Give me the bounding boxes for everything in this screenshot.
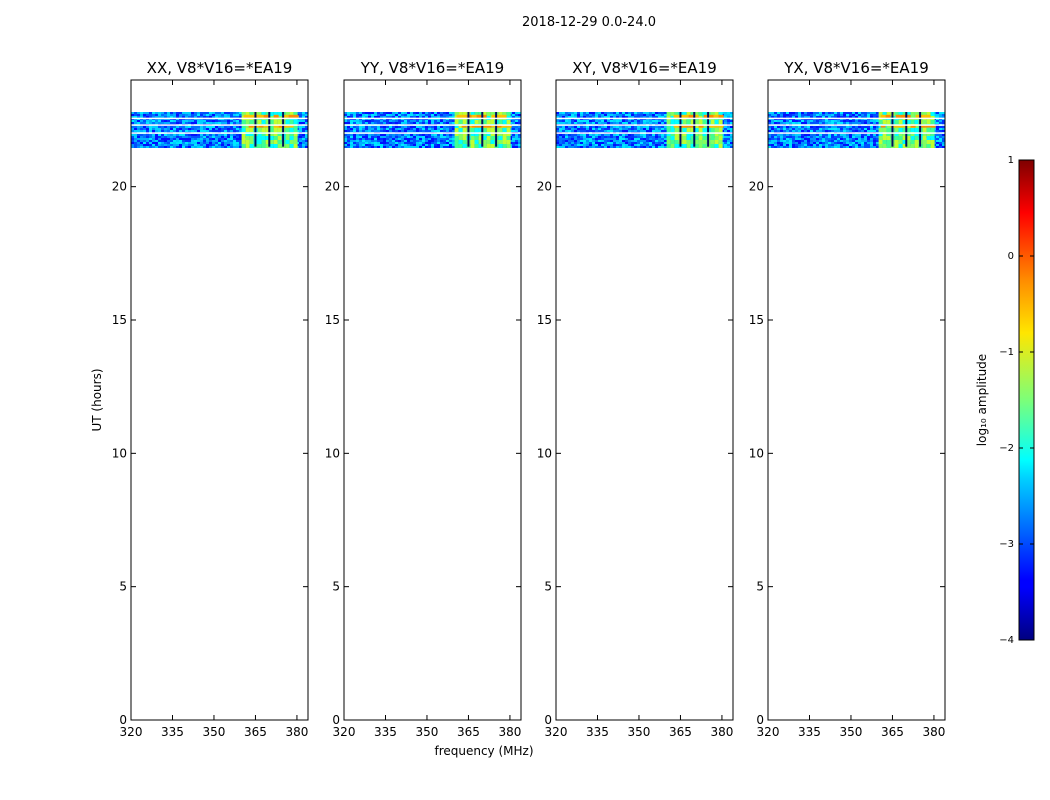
- y-tick-label: 10: [537, 446, 552, 460]
- x-tick-label: 335: [161, 725, 184, 739]
- panel-yx: YX, V8*V16=*EA19 320 335 350 365 380 0 5 10 15 20: [749, 59, 946, 739]
- panel-title: YY, V8*V16=*EA19: [360, 59, 504, 77]
- panel-frame: [767, 79, 946, 721]
- x-tick-label: 380: [498, 725, 521, 739]
- panel-frame: [130, 79, 309, 721]
- x-tick-label: 350: [203, 725, 226, 739]
- colorbar-ticks: 1 0 −1 −2 −3 −4: [999, 155, 1034, 646]
- colorbar-label: log₁₀ amplitude: [975, 354, 989, 446]
- colorbar: 1 0 −1 −2 −3 −4 log₁₀ amplitude: [975, 155, 1035, 646]
- y-tick-label: 15: [749, 313, 764, 327]
- heatmap-xx: [131, 112, 308, 148]
- y-tick-label: 0: [119, 713, 127, 727]
- x-tick-label: 350: [416, 725, 439, 739]
- heatmap-yx: [768, 112, 945, 148]
- x-tick-label: 320: [120, 725, 143, 739]
- panel-xy: XY, V8*V16=*EA19 320 335 350 365 380 0 5 10 15 20: [537, 59, 734, 739]
- y-tick-label: 20: [537, 180, 552, 194]
- x-tick-label: 365: [457, 725, 480, 739]
- x-tick-label: 365: [669, 725, 692, 739]
- x-tick-label: 380: [922, 725, 945, 739]
- x-tick-label: 320: [757, 725, 780, 739]
- colorbar-tick-label: 1: [1008, 155, 1014, 166]
- y-tick-label: 15: [537, 313, 552, 327]
- colorbar-tick-label: −4: [999, 635, 1014, 646]
- x-tick-label: 320: [333, 725, 356, 739]
- panel-title: XX, V8*V16=*EA19: [147, 59, 293, 77]
- y-tick-label: 5: [756, 580, 764, 594]
- y-tick-label: 10: [112, 446, 127, 460]
- x-axis-label: frequency (MHz): [434, 744, 533, 758]
- heatmap-yy: [344, 112, 521, 148]
- panel-xx: XX, V8*V16=*EA19 320 335 350 365 380 0 5 10 15 20: [112, 59, 309, 739]
- x-tick-label: 365: [881, 725, 904, 739]
- y-tick-label: 10: [749, 446, 764, 460]
- y-tick-label: 0: [544, 713, 552, 727]
- y-tick-label: 0: [756, 713, 764, 727]
- panel-frame: [555, 79, 734, 721]
- panel-yy: YY, V8*V16=*EA19 320 335 350 365 380 0 5 10 15 20: [325, 59, 522, 739]
- suptitle: 2018-12-29 0.0-24.0: [522, 15, 656, 30]
- y-tick-label: 15: [325, 313, 340, 327]
- panel-title: YX, V8*V16=*EA19: [783, 59, 929, 77]
- colorbar-tick-label: −1: [999, 347, 1014, 358]
- y-tick-label: 5: [332, 580, 340, 594]
- y-axis-label: UT (hours): [90, 368, 104, 431]
- x-tick-label: 320: [545, 725, 568, 739]
- colorbar-tick-label: 0: [1008, 251, 1014, 262]
- colorbar-tick-label: −2: [999, 443, 1014, 454]
- x-tick-label: 335: [374, 725, 397, 739]
- colorbar-gradient: [1018, 159, 1035, 641]
- y-tick-label: 5: [119, 580, 127, 594]
- panel-title: XY, V8*V16=*EA19: [572, 59, 717, 77]
- x-tick-label: 350: [628, 725, 651, 739]
- x-tick-label: 335: [798, 725, 821, 739]
- x-tick-label: 380: [710, 725, 733, 739]
- x-tick-label: 335: [586, 725, 609, 739]
- y-tick-label: 15: [112, 313, 127, 327]
- x-tick-label: 380: [285, 725, 308, 739]
- y-tick-label: 20: [749, 180, 764, 194]
- y-tick-label: 20: [112, 180, 127, 194]
- heatmap-xy: [556, 112, 733, 148]
- x-tick-label: 365: [244, 725, 267, 739]
- y-tick-label: 5: [544, 580, 552, 594]
- x-tick-label: 350: [840, 725, 863, 739]
- y-tick-label: 20: [325, 180, 340, 194]
- panel-frame: [343, 79, 522, 721]
- colorbar-tick-label: −3: [999, 539, 1014, 550]
- y-tick-label: 10: [325, 446, 340, 460]
- y-tick-label: 0: [332, 713, 340, 727]
